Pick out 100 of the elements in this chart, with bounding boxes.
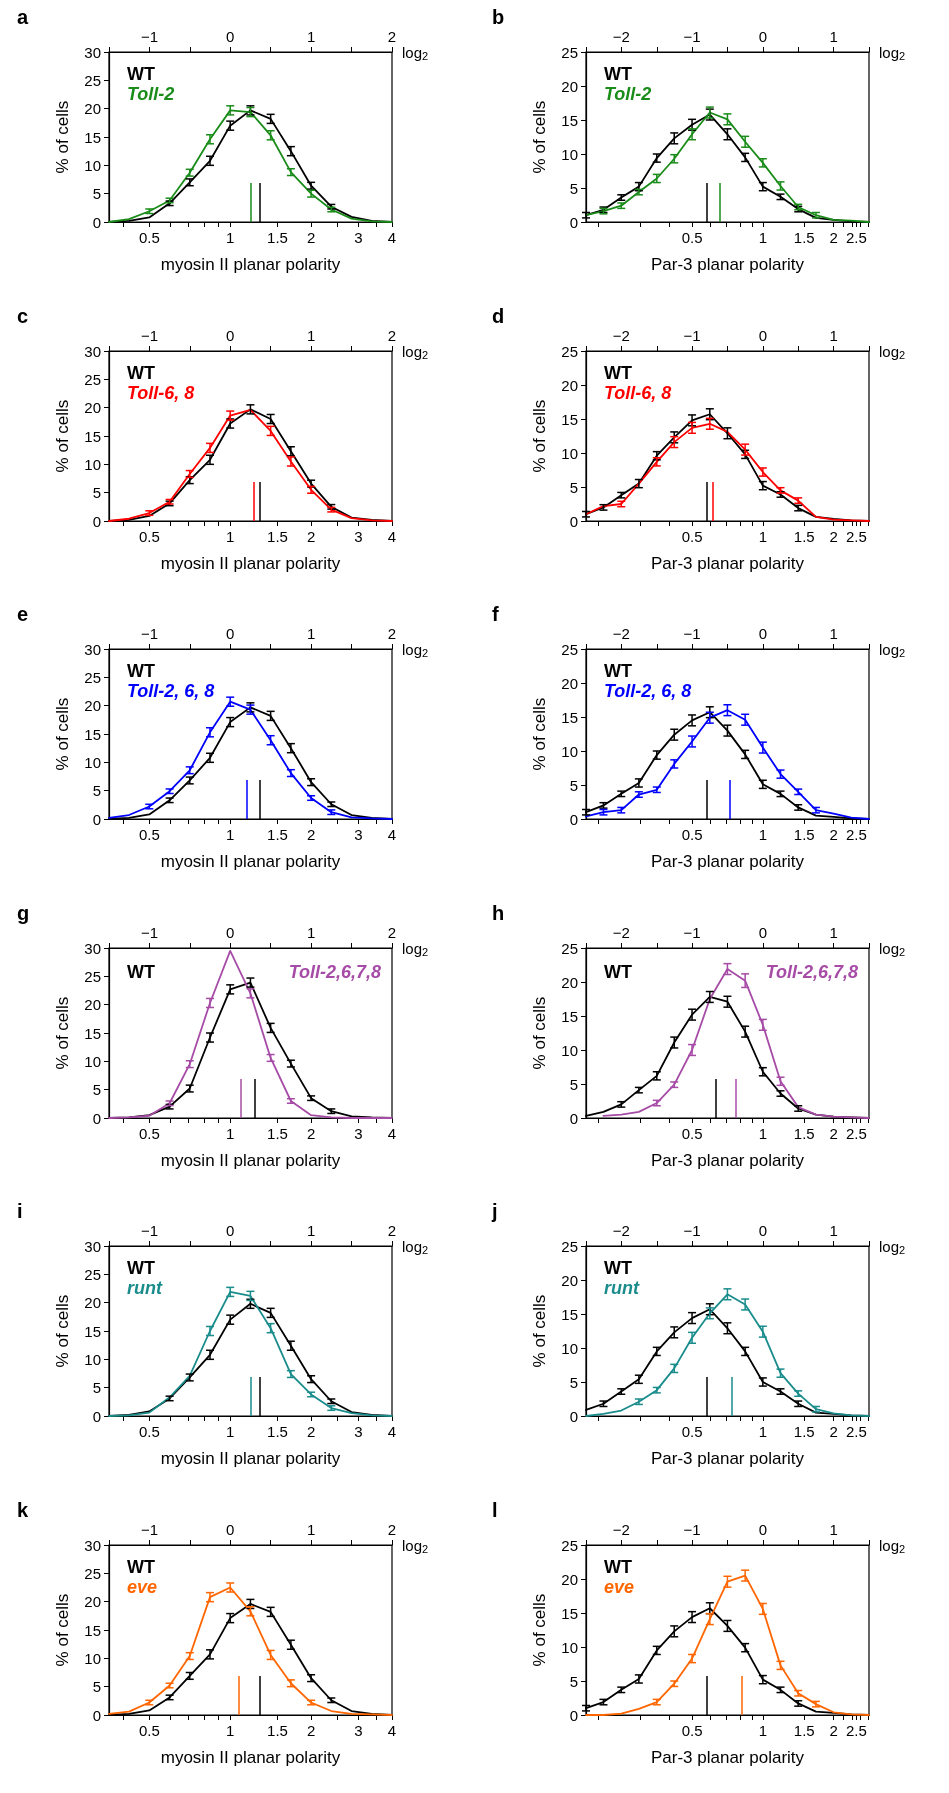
y-tick-label: 5: [569, 1373, 578, 1391]
y-tick-label: 15: [84, 1024, 101, 1042]
x-tick-label: 2: [306, 229, 316, 246]
x-tick-label: 4: [387, 1722, 397, 1739]
x2-tick-label: 0: [758, 1521, 768, 1538]
series-label: Toll-2,6,7,8: [765, 961, 859, 982]
y-tick-label: 20: [84, 1593, 101, 1611]
y-tick-label: 5: [569, 1672, 578, 1690]
x-tick-label: 2: [306, 1722, 316, 1739]
x-tick-label: 0.5: [138, 229, 160, 246]
y-tick-label: 0: [92, 1407, 101, 1425]
x2-tick-label: 1: [829, 923, 838, 941]
y-tick-label: 0: [569, 810, 578, 828]
x2-tick-label: 1: [829, 326, 838, 344]
chart-title: j: [491, 1200, 498, 1223]
x2-tick-label: −1: [140, 1222, 158, 1240]
y-tick-label: 30: [84, 640, 101, 658]
x-axis-title: Par-3 planar polarity: [650, 1748, 805, 1767]
chart-title: c: [17, 304, 29, 327]
x-tick-label: 4: [387, 1124, 397, 1142]
x-tick-label: 2: [829, 826, 838, 844]
y-tick-label: 15: [561, 1007, 578, 1025]
x2-tick-label: −1: [140, 326, 158, 344]
y-tick-label: 0: [569, 213, 578, 231]
x-tick-label: 1.5: [793, 1423, 815, 1441]
x-tick-label: 1.5: [267, 1423, 288, 1441]
y-tick-label: 10: [84, 1351, 101, 1369]
y-tick-label: 25: [84, 1266, 101, 1284]
x-tick-label: 0.5: [681, 1722, 703, 1739]
x2-tick-label: 0: [758, 326, 768, 344]
y-axis-title: % of cells: [53, 1593, 72, 1667]
y-tick-label: 20: [561, 376, 578, 394]
x-tick-label: 2: [829, 1423, 838, 1441]
x-tick-label: 3: [354, 826, 363, 844]
x-tick-label: 1: [758, 229, 768, 246]
x2-tick-label: −2: [612, 326, 630, 344]
x-tick-label: 1.5: [793, 1722, 815, 1739]
x2-tick-label: 0: [226, 625, 235, 643]
text: Toll-2: [604, 84, 652, 104]
y-tick-label: 5: [92, 1080, 101, 1098]
y-axis-title: % of cells: [53, 399, 72, 472]
x2-tick-label: −2: [612, 625, 630, 643]
y-tick-label: 5: [569, 776, 578, 794]
y-tick-label: 15: [561, 708, 578, 726]
y-tick-label: 5: [569, 478, 578, 496]
x-axis-title: myosin II planar polarity: [160, 255, 341, 274]
x2-tick-label: 0: [226, 1521, 235, 1538]
y-tick-label: 10: [561, 444, 578, 462]
y-axis-title: % of cells: [53, 100, 72, 174]
x-tick-label: 2: [829, 527, 838, 545]
series-label: Toll-6, 8: [604, 382, 672, 403]
x2-tick-label: −2: [612, 1521, 630, 1538]
y-tick-label: 15: [561, 410, 578, 428]
x-tick-label: 4: [387, 826, 397, 844]
x-tick-label: 1: [758, 1722, 768, 1739]
x2-tick-label: −1: [140, 923, 158, 941]
text: WT: [127, 1258, 155, 1279]
y-tick-label: 30: [84, 1536, 101, 1554]
x-tick-label: 2: [829, 1124, 838, 1142]
x-tick-label: 0.5: [138, 1423, 160, 1441]
x2-tick-label: 2: [387, 923, 397, 941]
y-tick-label: 5: [92, 483, 101, 501]
y-tick-label: 10: [84, 1649, 101, 1667]
x-tick-label: 2: [306, 1124, 316, 1142]
y-tick-label: 20: [84, 100, 101, 118]
x-axis-title: Par-3 planar polarity: [650, 553, 805, 573]
y-tick-label: 15: [561, 1604, 578, 1622]
x2-tick-label: 0: [758, 1222, 768, 1240]
y-tick-label: 15: [84, 427, 101, 445]
chart-title: l: [492, 1499, 498, 1521]
x-axis-title: Par-3 planar polarity: [650, 1449, 805, 1469]
y-tick-label: 15: [561, 111, 578, 129]
x-tick-label: 0.5: [681, 229, 703, 246]
text: WT: [127, 362, 155, 383]
y-tick-label: 0: [569, 1706, 578, 1724]
x-tick-label: 2.5: [845, 1124, 867, 1142]
x-tick-label: 2.5: [845, 826, 867, 844]
x2-tick-label: −2: [612, 1222, 630, 1240]
y-tick-label: 10: [84, 156, 101, 174]
x2-tick-label: −2: [612, 28, 630, 45]
text: runt: [127, 1278, 163, 1299]
x2-tick-label: 1: [829, 28, 838, 45]
y-tick-label: 0: [92, 512, 101, 530]
x2-tick-label: 0: [758, 625, 768, 643]
y-tick-label: 25: [561, 1536, 578, 1554]
x-axis-title: Par-3 planar polarity: [650, 1150, 805, 1170]
y-tick-label: 20: [561, 973, 578, 991]
text: eve: [604, 1577, 635, 1597]
x-axis-title: myosin II planar polarity: [160, 1449, 341, 1469]
y-axis-title: % of cells: [530, 399, 549, 472]
x2-tick-label: 0: [758, 923, 768, 941]
x2-tick-label: −1: [683, 1222, 701, 1240]
y-tick-label: 5: [569, 179, 578, 197]
x2-tick-label: −1: [683, 625, 701, 643]
y-tick-label: 20: [561, 1570, 578, 1588]
y-tick-label: 15: [84, 128, 101, 146]
x2-tick-label: 0: [226, 923, 235, 941]
y-tick-label: 25: [561, 342, 578, 360]
y-tick-label: 15: [84, 1621, 101, 1639]
x2-tick-label: 1: [306, 625, 316, 643]
